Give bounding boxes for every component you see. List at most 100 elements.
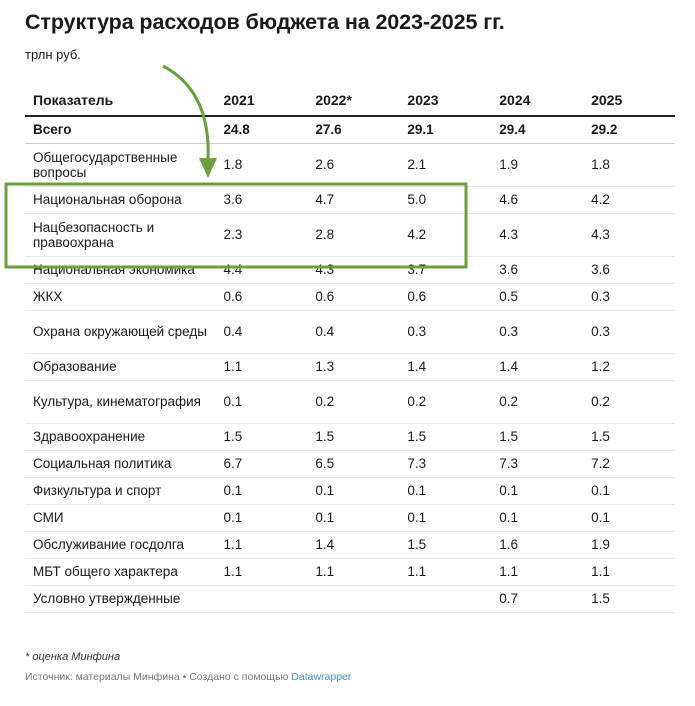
cell-value: 1.8 [215, 143, 308, 187]
column-header-year: 2021 [215, 85, 308, 117]
cell-value: 0.3 [399, 310, 492, 354]
cell-value: 0.2 [399, 380, 492, 424]
cell-value: 2.1 [399, 143, 492, 187]
cell-value: 2.6 [307, 143, 400, 187]
cell-value: 29.4 [491, 116, 584, 144]
row-label: Образование [25, 353, 216, 381]
row-label: Охрана окружающей среды [25, 310, 216, 354]
cell-value: 27.6 [307, 116, 400, 144]
row-label: Нацбезопасность и правоохрана [25, 213, 216, 257]
cell-value: 4.2 [399, 213, 492, 257]
cell-value: 3.6 [583, 256, 675, 284]
chart-title: Структура расходов бюджета на 2023-2025 … [25, 10, 505, 34]
cell-value: 1.8 [583, 143, 675, 187]
cell-value: 1.6 [491, 531, 584, 559]
table-row: Национальная экономика 4.4 4.3 3.7 3.6 3.6 [25, 256, 675, 284]
cell-value: 4.3 [583, 213, 675, 257]
cell-value: 1.1 [215, 558, 308, 586]
table-header-row: Показатель 2021 2022* 2023 2024 2025 [25, 85, 675, 117]
cell-value: 0.6 [399, 283, 492, 311]
cell-value: 1.4 [399, 353, 492, 381]
cell-value: 4.3 [307, 256, 400, 284]
cell-value: 29.1 [399, 116, 492, 144]
table-row: Обслуживание госдолга 1.1 1.4 1.5 1.6 1.9 [25, 531, 675, 559]
row-label: Национальная оборона [25, 186, 216, 214]
cell-value: 2.8 [307, 213, 400, 257]
cell-value: 1.9 [491, 143, 584, 187]
table-row: Условно утвержденные 0.7 1.5 [25, 585, 675, 613]
cell-value: 0.4 [215, 310, 308, 354]
cell-value: 0.1 [307, 504, 400, 532]
cell-value: 1.4 [491, 353, 584, 381]
cell-value: 0.1 [399, 504, 492, 532]
cell-value: 0.4 [307, 310, 400, 354]
cell-value: 0.1 [491, 504, 584, 532]
row-label: Социальная политика [25, 450, 216, 478]
cell-value: 1.5 [583, 423, 675, 451]
table-row: Образование 1.1 1.3 1.4 1.4 1.2 [25, 353, 675, 381]
table-row: Общегосударственные вопросы 1.8 2.6 2.1 1.9 1… [25, 143, 675, 187]
cell-value: 0.1 [583, 477, 675, 505]
cell-value: 1.1 [491, 558, 584, 586]
row-label: Физкультура и спорт [25, 477, 216, 505]
cell-value: 1.5 [491, 423, 584, 451]
cell-value: 4.4 [215, 256, 308, 284]
cell-value: 1.5 [583, 585, 675, 613]
cell-value: 0.1 [307, 477, 400, 505]
cell-value: 7.3 [491, 450, 584, 478]
table-row: Культура, кинематография 0.1 0.2 0.2 0.2 0.2 [25, 380, 675, 424]
cell-value: 1.2 [583, 353, 675, 381]
cell-value: 0.6 [215, 283, 308, 311]
cell-value: 3.7 [399, 256, 492, 284]
row-label: Здравоохранение [25, 423, 216, 451]
cell-value: 0.6 [307, 283, 400, 311]
cell-value: 0.5 [491, 283, 584, 311]
cell-value: 0.1 [215, 477, 308, 505]
cell-value: 0.3 [583, 283, 675, 311]
row-label: Всего [25, 116, 216, 144]
source-line: Источник: материалы Минфина • Создано с … [25, 671, 351, 683]
cell-value: 1.1 [307, 558, 400, 586]
cell-value: 6.7 [215, 450, 308, 478]
row-label: СМИ [25, 504, 216, 532]
row-label: ЖКХ [25, 283, 216, 311]
cell-value: 0.1 [491, 477, 584, 505]
cell-value: 2.3 [215, 213, 308, 257]
column-header-year: 2024 [491, 85, 584, 117]
cell-value: 4.6 [491, 186, 584, 214]
cell-value: 1.5 [399, 531, 492, 559]
cell-value: 0.3 [491, 310, 584, 354]
row-label: Национальная экономика [25, 256, 216, 284]
cell-value: 1.1 [399, 558, 492, 586]
cell-value: 29.2 [583, 116, 675, 144]
footnote: * оценка Минфина [25, 651, 121, 663]
cell-value: 1.9 [583, 531, 675, 559]
cell-value: 3.6 [215, 186, 308, 214]
cell-value: 0.2 [491, 380, 584, 424]
cell-value: 1.5 [399, 423, 492, 451]
cell-value: 5.0 [399, 186, 492, 214]
table-row: Здравоохранение 1.5 1.5 1.5 1.5 1.5 [25, 423, 675, 451]
column-header-year: 2022* [307, 85, 400, 117]
row-label: Обслуживание госдолга [25, 531, 216, 559]
row-label: Культура, кинематография [25, 380, 216, 424]
cell-value: 1.5 [307, 423, 400, 451]
cell-value: 4.3 [491, 213, 584, 257]
cell-value: 1.5 [215, 423, 308, 451]
datawrapper-link[interactable]: Datawrapper [291, 671, 352, 683]
column-header-year: 2025 [583, 85, 675, 117]
cell-value: 0.1 [399, 477, 492, 505]
cell-value: 4.2 [583, 186, 675, 214]
row-label: Условно утвержденные [25, 585, 216, 613]
row-label: МБТ общего характера [25, 558, 216, 586]
cell-value: 7.3 [399, 450, 492, 478]
cell-value: 0.3 [583, 310, 675, 354]
cell-value: 1.1 [215, 353, 308, 381]
cell-value [215, 585, 308, 613]
cell-value: 1.4 [307, 531, 400, 559]
chart-subtitle: трлн руб. [25, 47, 81, 62]
cell-value: 0.2 [307, 380, 400, 424]
table-row: ЖКХ 0.6 0.6 0.6 0.5 0.3 [25, 283, 675, 311]
budget-table: Показатель 2021 2022* 2023 2024 2025 Всего 24.… [25, 85, 675, 613]
cell-value: 0.1 [583, 504, 675, 532]
